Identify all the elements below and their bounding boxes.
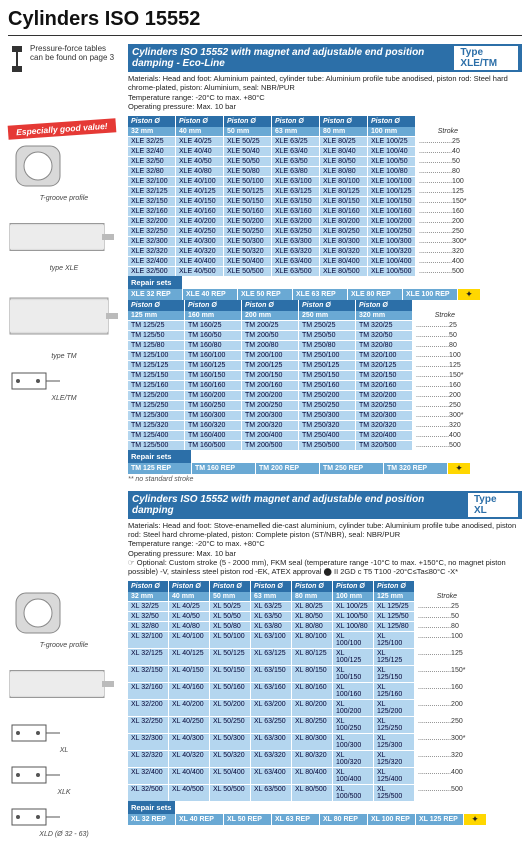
repair-sets-items: XLE 32 REPXLE 40 REPXLE 50 REPXLE 63 REP… xyxy=(128,289,522,300)
table-row: TM 125/400TM 160/400TM 200/400TM 250/400… xyxy=(128,430,522,440)
product-illustration xyxy=(8,657,120,712)
table-row: TM 125/150TM 160/150TM 200/150TM 250/150… xyxy=(128,370,522,380)
product-illustration: type TM xyxy=(8,280,120,360)
product-illustration: XL xyxy=(8,720,120,754)
product-illustration: XLD (Ø 32 - 63) xyxy=(8,804,120,838)
piston-sizes: 32 mm40 mm50 mm63 mm80 mm100 mm125 mmStr… xyxy=(128,592,522,601)
table-row: XLE 32/200XLE 40/200XLE 50/200XLE 63/200… xyxy=(128,216,522,226)
repair-sets-items: TM 125 REPTM 160 REPTM 200 REPTM 250 REP… xyxy=(128,463,522,474)
piston-sizes: 32 mm40 mm50 mm63 mm80 mm100 mmStroke xyxy=(128,127,522,136)
table-row: XLE 32/500XLE 40/500XLE 50/500XLE 63/500… xyxy=(128,266,522,276)
table-row: XL 32/125XL 40/125XL 50/125XL 63/125XL 8… xyxy=(128,648,522,665)
table-row: XL 32/150XL 40/150XL 50/150XL 63/150XL 8… xyxy=(128,665,522,682)
pressure-note: Pressure-force tables can be found on pa… xyxy=(8,44,118,72)
table-row: XLE 32/150XLE 40/150XLE 50/150XLE 63/150… xyxy=(128,196,522,206)
table-row: XL 32/500XL 40/500XL 50/500XL 63/500XL 8… xyxy=(128,784,522,801)
value-badge: Especially good value! xyxy=(8,118,116,139)
table-row: XL 32/100XL 40/100XL 50/100XL 63/100XL 8… xyxy=(128,631,522,648)
table-row: XL 32/25XL 40/25XL 50/25XL 63/25XL 80/25… xyxy=(128,601,522,611)
table-row: XL 32/250XL 40/250XL 50/250XL 63/250XL 8… xyxy=(128,716,522,733)
table-row: XL 32/400XL 40/400XL 50/400XL 63/400XL 8… xyxy=(128,767,522,784)
table-row: TM 125/250TM 160/250TM 200/250TM 250/250… xyxy=(128,400,522,410)
table-row: XLE 32/100XLE 40/100XLE 50/100XLE 63/100… xyxy=(128,176,522,186)
table-row: XLE 32/400XLE 40/400XLE 50/400XLE 63/400… xyxy=(128,256,522,266)
table-row: XLE 32/25XLE 40/25XLE 50/25XLE 63/25XLE … xyxy=(128,136,522,146)
materials-text: Materials: Head and foot: Aluminium pain… xyxy=(128,74,522,112)
table-row: TM 125/80TM 160/80TM 200/80TM 250/80TM 3… xyxy=(128,340,522,350)
table-row: XL 32/320XL 40/320XL 50/320XL 63/320XL 8… xyxy=(128,750,522,767)
table-row: TM 125/100TM 160/100TM 200/100TM 250/100… xyxy=(128,350,522,360)
product-illustration: Especially good value!T-groove profile xyxy=(8,120,120,202)
product-illustration: type XLE xyxy=(8,210,120,272)
table-row: XLE 32/125XLE 40/125XLE 50/125XLE 63/125… xyxy=(128,186,522,196)
type-label: Type XLE/TM xyxy=(454,46,518,70)
page-title: Cylinders ISO 15552 xyxy=(8,8,522,36)
section-title: Cylinders ISO 15552 with magnet and adju… xyxy=(128,44,522,72)
table-row: XL 32/50XL 40/50XL 50/50XL 63/50XL 80/50… xyxy=(128,611,522,621)
piston-dia-header: Piston ØPiston ØPiston ØPiston ØPiston Ø… xyxy=(128,581,522,592)
table-row: XLE 32/50XLE 40/50XLE 50/50XLE 63/50XLE … xyxy=(128,156,522,166)
piston-dia-header: Piston ØPiston ØPiston ØPiston ØPiston Ø xyxy=(128,300,522,311)
section-title: Cylinders ISO 15552 with magnet and adju… xyxy=(128,491,522,519)
table-row: XL 32/80XL 40/80XL 50/80XL 63/80XL 80/80… xyxy=(128,621,522,631)
table-row: XLE 32/320XLE 40/320XLE 50/320XLE 63/320… xyxy=(128,246,522,256)
table-row: XLE 32/80XLE 40/80XLE 50/80XLE 63/80XLE … xyxy=(128,166,522,176)
piston-sizes: 125 mm160 mm200 mm250 mm320 mmStroke xyxy=(128,311,522,320)
table-row: XL 32/160XL 40/160XL 50/160XL 63/160XL 8… xyxy=(128,682,522,699)
piston-dia-header: Piston ØPiston ØPiston ØPiston ØPiston Ø… xyxy=(128,116,522,127)
repair-sets: Repair sets xyxy=(128,801,522,814)
table-row: XL 32/300XL 40/300XL 50/300XL 63/300XL 8… xyxy=(128,733,522,750)
table-row: TM 125/500TM 160/500TM 200/500TM 250/500… xyxy=(128,440,522,450)
repair-sets: Repair sets xyxy=(128,450,522,463)
type-label: Type XL xyxy=(468,493,518,517)
table-row: TM 125/200TM 160/200TM 200/200TM 250/200… xyxy=(128,390,522,400)
table-row: XLE 32/160XLE 40/160XLE 50/160XLE 63/160… xyxy=(128,206,522,216)
table-row: XLE 32/250XLE 40/250XLE 50/250XLE 63/250… xyxy=(128,226,522,236)
table-row: TM 125/50TM 160/50TM 200/50TM 250/50TM 3… xyxy=(128,330,522,340)
footnote: ** no standard stroke xyxy=(128,474,522,485)
table-row: TM 125/25TM 160/25TM 200/25TM 250/25TM 3… xyxy=(128,320,522,330)
table-row: TM 125/300TM 160/300TM 200/300TM 250/300… xyxy=(128,410,522,420)
table-row: TM 125/160TM 160/160TM 200/160TM 250/160… xyxy=(128,380,522,390)
table-row: XLE 32/300XLE 40/300XLE 50/300XLE 63/300… xyxy=(128,236,522,246)
repair-sets: Repair sets xyxy=(128,276,522,289)
table-row: TM 125/125TM 160/125TM 200/125TM 250/125… xyxy=(128,360,522,370)
product-illustration: XLE/TM xyxy=(8,368,120,402)
table-row: XL 32/200XL 40/200XL 50/200XL 63/200XL 8… xyxy=(128,699,522,716)
repair-sets-items: XL 32 REPXL 40 REPXL 50 REPXL 63 REPXL 8… xyxy=(128,814,522,825)
product-illustration: T-groove profile xyxy=(8,585,120,649)
product-illustration: XLK xyxy=(8,762,120,796)
table-row: TM 125/320TM 160/320TM 200/320TM 250/320… xyxy=(128,420,522,430)
table-row: XLE 32/40XLE 40/40XLE 50/40XLE 63/40XLE … xyxy=(128,146,522,156)
materials-text: Materials: Head and foot: Stove-enamelle… xyxy=(128,521,522,577)
